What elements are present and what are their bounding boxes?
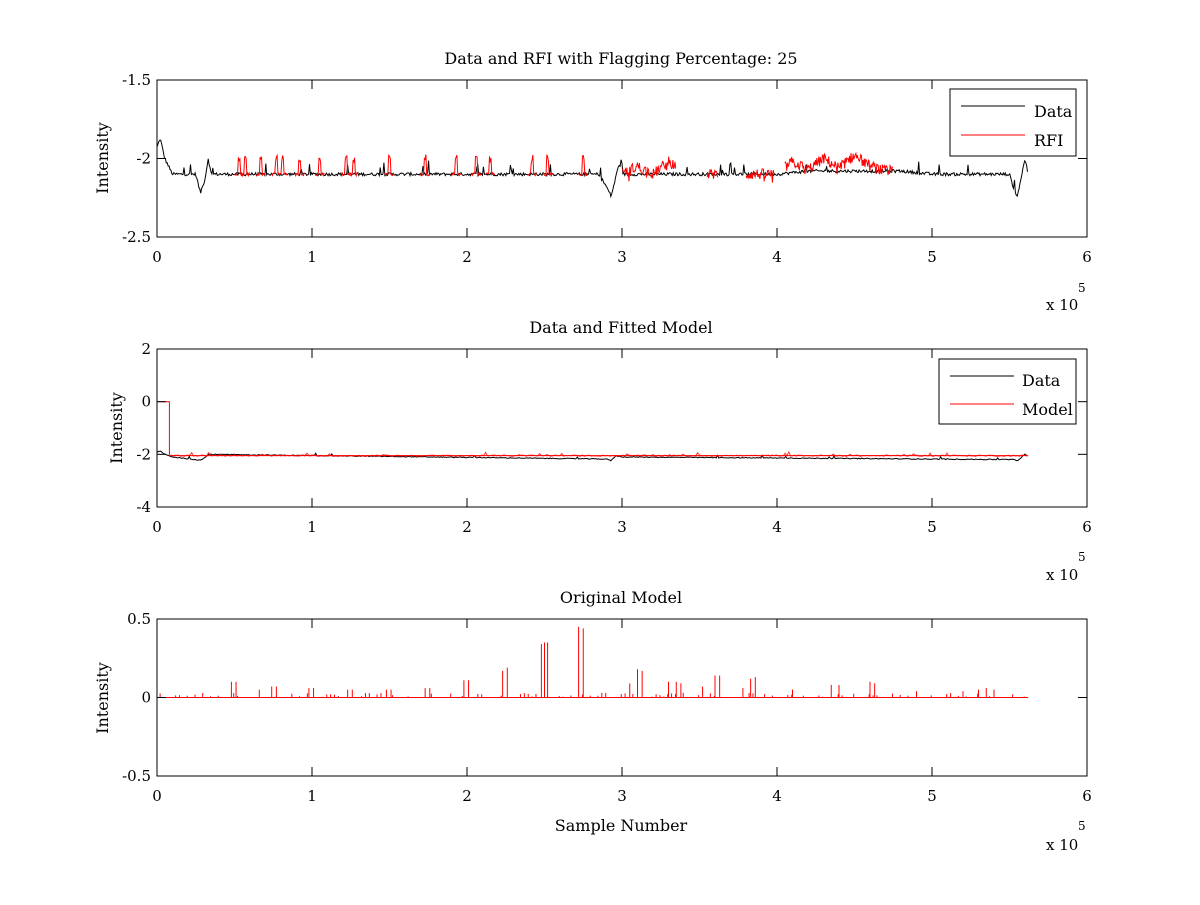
x-tick-label: 5 [927,787,937,805]
series-model-noise [169,450,1027,457]
subplot-2-x-multiplier-base: x 10 [1046,566,1078,584]
y-tick-label: -2.5 [122,228,151,246]
x-tick-label: 2 [462,248,472,266]
legend-rfi-label: RFI [1034,131,1063,150]
series-rfi-burst [348,157,359,178]
x-tick-label: 4 [772,518,782,536]
subplot-1-title: Data and RFI with Flagging Percentage: 2… [444,49,797,68]
series-rfi-region [621,156,677,182]
x-tick-label: 3 [617,248,627,266]
x-tick-label: 0 [152,248,162,266]
series-rfi-burst [240,155,251,178]
subplot-2-legend: Data Model [938,358,1077,425]
y-tick-label: -2 [136,150,151,168]
x-tick-label: 6 [1082,248,1092,266]
series-rfi-burst [451,154,462,177]
subplot-2-x-multiplier-exp: 5 [1078,550,1086,564]
subplot-3-ylabel: Intensity [93,662,112,734]
legend-data-label: Data [1034,102,1073,121]
subplot-2-title: Data and Fitted Model [529,318,712,337]
series-rfi-burst [384,154,395,177]
series-rfi-burst [542,154,553,177]
y-tick-label: 0 [141,689,151,707]
x-tick-label: 2 [462,518,472,536]
x-tick-label: 3 [617,518,627,536]
subplot-1-x-multiplier-exp: 5 [1078,281,1086,295]
subplot-2-axes-frame [156,348,1088,508]
series-rfi-region [784,151,894,176]
subplot-3-x-multiplier-base: x 10 [1046,836,1078,854]
subplot-3-x-multiplier-exp: 5 [1078,819,1086,833]
x-tick-label: 4 [772,787,782,805]
series-rfi-burst [294,159,305,178]
subplot-1-legend-box [949,88,1077,157]
subplot-data-fitted-model: Data and Fitted Model 0 1 2 3 4 5 6 2 0 -2 -4 Inte… [107,318,1092,584]
series-rfi-burst [314,157,325,178]
y-tick-label: -4 [136,498,151,516]
subplot-2-x-multiplier: x 10 [1046,566,1078,584]
subplot-3-title: Original Model [560,588,682,607]
y-tick-label: 2 [141,340,151,358]
series-rfi-burst [485,156,496,177]
legend-data-label-2: Data [1022,371,1061,390]
legend-model-label: Model [1022,400,1073,419]
subplot-1-plot-area [156,139,1028,199]
x-tick-label: 1 [307,248,317,266]
x-tick-label: 3 [617,787,627,805]
series-rfi-burst [471,156,482,178]
subplot-3-x-multiplier: x 10 [1046,836,1078,854]
y-tick-label: 0 [141,393,151,411]
x-tick-label: 2 [462,787,472,805]
subplot-1-ticks: 0 1 2 3 4 5 6 -1.5 -2 -2.5 [122,71,1092,266]
x-tick-label: 1 [307,518,317,536]
series-rfi-burst [277,155,288,176]
series-rfi-region [706,168,719,179]
series-rfi-region [745,168,775,183]
y-tick-label: 0.5 [127,610,151,628]
subplot-1-x-multiplier-base: x 10 [1046,296,1078,314]
subplot-1-x-multiplier: x 10 [1046,296,1078,314]
series-rfi-burst [420,154,431,177]
series-rfi-burst [256,155,266,177]
subplot-original-model: Original Model 0 1 2 3 4 5 60.50-0.5 Intensity… [93,588,1092,854]
subplot-2-ticks: 0 1 2 3 4 5 6 2 0 -2 -4 [136,340,1091,536]
subplot-3-xlabel: Sample Number [555,816,688,835]
x-tick-label: 0 [152,787,162,805]
series-rfi-burst [578,154,589,177]
x-tick-label: 6 [1082,787,1092,805]
x-tick-label: 0 [152,518,162,536]
subplot-2-ylabel: Intensity [107,392,126,464]
series-rfi-burst [527,154,537,177]
x-tick-label: 1 [307,787,317,805]
y-tick-label: -0.5 [122,767,151,785]
subplot-1-axes-frame [156,79,1088,238]
y-tick-label: -1.5 [122,71,151,89]
subplot-3-plot-area [157,626,1029,698]
x-tick-label: 4 [772,248,782,266]
subplot-1-legend: Data RFI [949,88,1077,157]
subplot-3-ticks: 0 1 2 3 4 5 60.50-0.5 [122,610,1092,805]
y-tick-label: -2 [136,445,151,463]
subplot-1-ylabel: Intensity [93,122,112,194]
x-tick-label: 5 [927,518,937,536]
x-tick-label: 6 [1082,518,1092,536]
x-tick-label: 5 [927,248,937,266]
subplot-data-rfi: Data and RFI with Flagging Percentage: 2… [93,49,1092,314]
subplot-2-legend-box [938,358,1077,425]
